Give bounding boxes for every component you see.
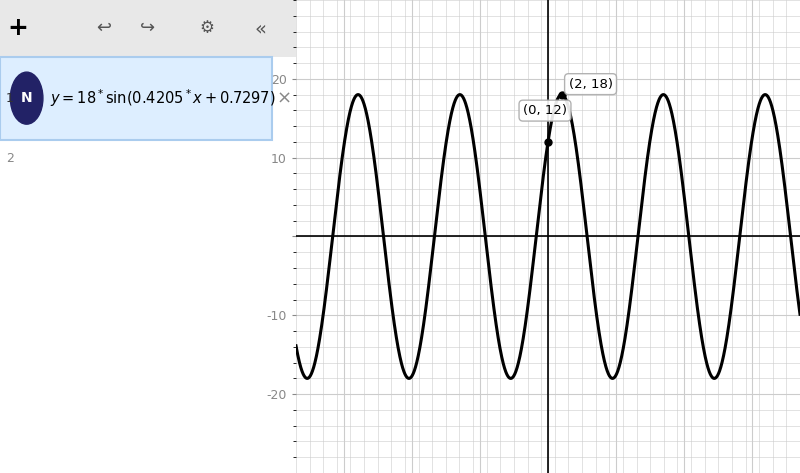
Text: N: N <box>21 91 33 105</box>
Text: (0, 12): (0, 12) <box>523 104 567 117</box>
FancyBboxPatch shape <box>0 0 296 57</box>
Text: (2, 18): (2, 18) <box>569 78 613 91</box>
Text: ×: × <box>277 89 292 107</box>
Text: ↪: ↪ <box>141 19 155 37</box>
Text: +: + <box>7 17 28 40</box>
Text: ⚙: ⚙ <box>200 19 214 37</box>
Text: 2: 2 <box>6 152 14 165</box>
Text: $y = 18^* \sin(0.4205^*x + 0.7297)$: $y = 18^* \sin(0.4205^*x + 0.7297)$ <box>50 88 276 109</box>
Circle shape <box>10 72 43 124</box>
FancyBboxPatch shape <box>0 57 272 140</box>
Text: ↩: ↩ <box>96 19 111 37</box>
Text: 1: 1 <box>6 92 14 105</box>
Text: «: « <box>254 19 266 38</box>
